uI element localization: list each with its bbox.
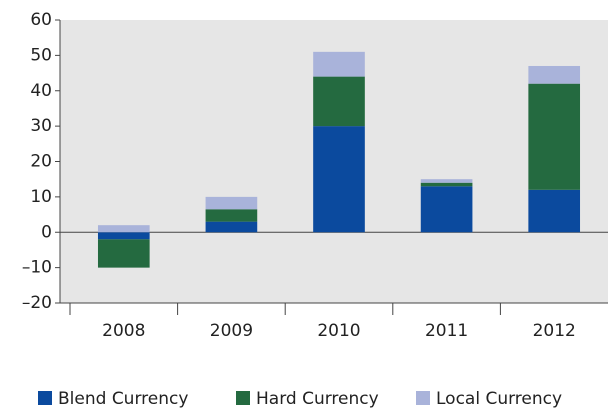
x-tick-label: 2008	[102, 321, 145, 341]
y-tick-label: –10	[22, 258, 52, 278]
bar-segment	[313, 76, 365, 127]
bar-segment	[528, 65, 581, 84]
y-tick-label: 20	[30, 152, 52, 172]
y-tick-label: 50	[30, 45, 52, 65]
bar-segment	[313, 126, 365, 233]
legend-label: Hard Currency	[256, 389, 379, 409]
bar-segment	[205, 221, 258, 233]
bar-segment	[420, 186, 473, 233]
x-tick-label: 2009	[210, 321, 253, 341]
bar-segment	[420, 179, 473, 183]
x-tick-label: 2010	[317, 321, 360, 341]
bar-segment	[420, 182, 473, 187]
y-tick-label: –20	[22, 293, 52, 313]
bar-segment	[97, 225, 150, 233]
y-tick-label: 60	[30, 10, 52, 30]
x-tick-label: 2012	[533, 321, 576, 341]
y-tick-label: 30	[30, 116, 52, 136]
legend-swatch	[38, 391, 52, 405]
bar-segment	[528, 189, 581, 233]
bar-segment	[97, 232, 150, 240]
bar-segment	[205, 196, 258, 210]
y-tick-label: 10	[30, 187, 52, 207]
legend-label: Blend Currency	[58, 389, 188, 409]
legend-label: Local Currency	[436, 389, 562, 409]
legend-swatch	[236, 391, 250, 405]
y-tick-label: 40	[30, 81, 52, 101]
y-tick-label: 0	[41, 222, 52, 242]
bar-segment	[97, 239, 150, 268]
legend-swatch	[416, 391, 430, 405]
bar-segment	[528, 83, 581, 190]
bar-segment	[205, 209, 258, 222]
bar-segment	[313, 51, 365, 77]
x-tick-label: 2011	[425, 321, 468, 341]
